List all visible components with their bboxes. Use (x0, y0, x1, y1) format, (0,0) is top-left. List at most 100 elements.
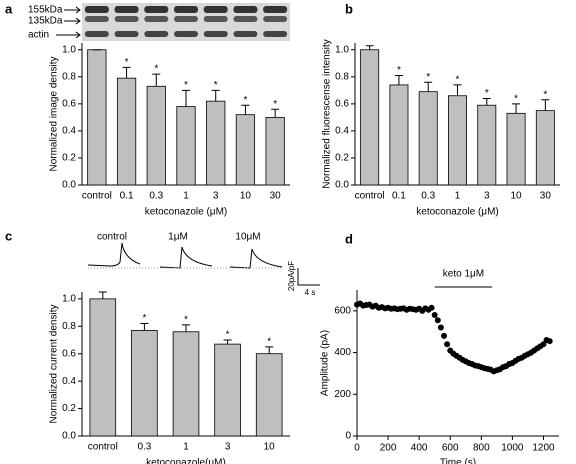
significance: * (154, 64, 158, 75)
scale-label: 20pA/pF (287, 261, 296, 291)
error-bar (265, 346, 274, 354)
error-bar (98, 291, 107, 299)
x-tick-label: 3 (484, 191, 490, 202)
x-tick-label: 10 (511, 191, 523, 202)
error-bar (152, 73, 161, 87)
bar (477, 104, 497, 186)
error-bar (122, 66, 131, 79)
error-bar (223, 339, 232, 345)
bar (360, 49, 380, 186)
x-axis-label: ketoconazole (μM) (416, 207, 498, 218)
point (434, 317, 441, 324)
y-tick-label: 200 (334, 389, 351, 400)
significance: * (273, 99, 277, 110)
y-tick-label: 0.2 (62, 403, 76, 414)
y-tick-label: 0.8 (62, 71, 76, 82)
arrow (64, 17, 81, 25)
significance: * (184, 315, 188, 326)
traces (87, 242, 320, 286)
trace-label: control (97, 232, 127, 243)
y-tick-label: 0.0 (62, 180, 76, 191)
band (84, 16, 109, 22)
error-bar (211, 89, 220, 102)
bar (206, 100, 226, 186)
x-tick-label: 3 (213, 191, 219, 202)
y-tick-label: 0.8 (62, 321, 76, 332)
band (174, 16, 198, 22)
y-tick-label: 0.6 (62, 98, 76, 109)
y-axis-label: Normalized image density (49, 56, 60, 171)
y-axis-label: Amplitude (pA) (320, 330, 331, 396)
significance: * (125, 57, 129, 68)
x-tick-label: 0.3 (149, 191, 163, 202)
x-tick-label: 3 (225, 442, 231, 453)
bar (235, 114, 256, 186)
error-bar (365, 45, 374, 50)
trace-label: 1μM (168, 232, 188, 243)
bar (89, 298, 117, 437)
y-tick-label: 0.4 (335, 126, 349, 137)
band (233, 16, 258, 22)
y-tick-label: 0.6 (62, 348, 76, 359)
band (263, 31, 288, 37)
band (263, 16, 288, 22)
x-tick-label: 0.3 (421, 191, 435, 202)
significance: * (543, 89, 547, 100)
band (203, 16, 228, 22)
trace (159, 246, 213, 269)
x-tick-label: 400 (411, 443, 428, 454)
y-tick-label: 1.0 (62, 44, 76, 55)
blot-label: 135kDa (28, 16, 63, 27)
band (233, 6, 258, 13)
scale-bar (297, 268, 320, 286)
significance: * (184, 80, 188, 91)
bar (146, 85, 166, 186)
x-tick-label: control (88, 442, 118, 453)
significance: * (267, 336, 271, 347)
error-bar (182, 89, 190, 107)
y-axis-label: Normalized current density (49, 305, 60, 424)
trace-label: 10μM (235, 232, 260, 243)
significance: * (456, 75, 460, 86)
band (174, 6, 198, 13)
x-tick-label: 0.3 (137, 442, 151, 453)
blot-label: actin (28, 30, 49, 41)
y-tick-label: 0.0 (335, 180, 349, 191)
panel-label: c (5, 228, 12, 243)
bar (255, 353, 283, 437)
point (540, 341, 547, 348)
x-tick-label: 0 (354, 443, 360, 454)
y-tick-label: 0.4 (62, 126, 76, 137)
x-tick-label: 1200 (532, 443, 555, 454)
error-bar (512, 103, 521, 114)
band (114, 6, 139, 13)
bar (448, 95, 467, 186)
significance: * (243, 95, 247, 106)
significance: * (226, 330, 230, 341)
scale-label: 4 s (305, 288, 316, 297)
point (444, 341, 451, 348)
error-bar (271, 108, 280, 118)
band (84, 6, 109, 13)
error-bar (482, 97, 491, 106)
error-bar (424, 81, 433, 92)
x-tick-label: 800 (473, 443, 490, 454)
x-tick-label: 10 (264, 442, 276, 453)
x-tick-label: 0.1 (392, 191, 406, 202)
band (203, 6, 228, 13)
x-axis-label: Time (s) (440, 458, 476, 464)
x-tick-label: 10 (240, 191, 252, 202)
arrow (64, 6, 81, 14)
band (114, 16, 139, 22)
y-tick-label: 0.0 (62, 431, 76, 442)
point (546, 338, 553, 345)
bar (418, 91, 438, 186)
y-tick-label: 400 (334, 347, 351, 358)
error-bar (140, 323, 149, 331)
error-bar (182, 324, 190, 332)
x-tick-label: control (82, 191, 112, 202)
error-bar (541, 99, 550, 111)
x-axis-label: ketoconazole(μM) (146, 458, 226, 464)
y-tick-label: 1.0 (62, 293, 76, 304)
arrow (56, 31, 81, 39)
